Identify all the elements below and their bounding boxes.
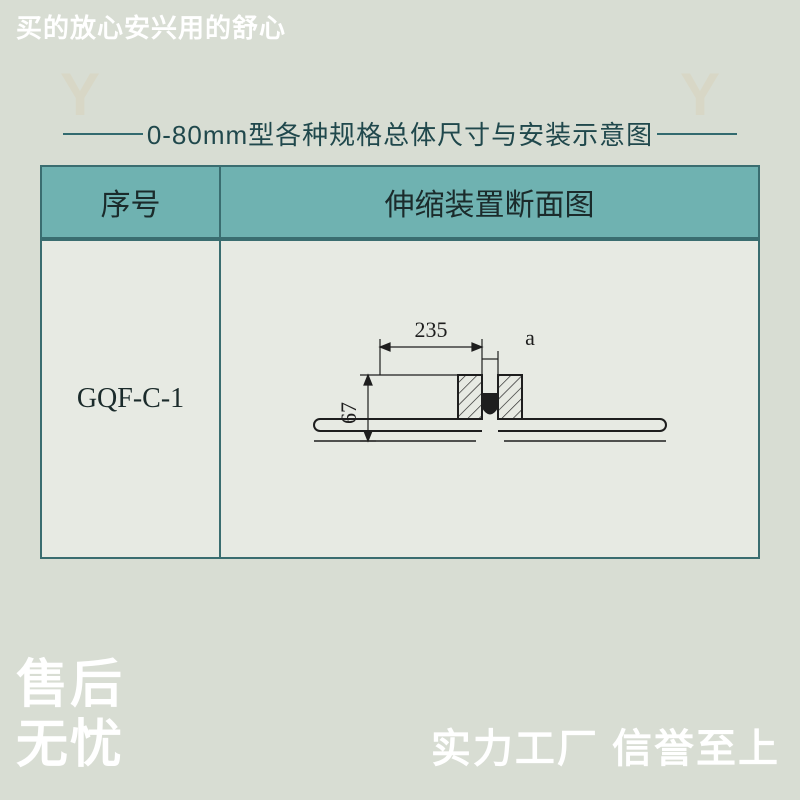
title-rule-left xyxy=(63,133,143,135)
spec-table: 序号 伸缩装置断面图 GQF-C-1 xyxy=(40,165,760,559)
dim-height-label: 67 xyxy=(336,402,361,424)
expansion-joint-diagram: 235 a 67 xyxy=(280,289,700,509)
dim-gap-label: a xyxy=(525,325,535,350)
right-steel-profile xyxy=(498,375,522,431)
dim-width xyxy=(380,339,482,375)
title-row: 0-80mm型各种规格总体尺寸与安装示意图 xyxy=(50,115,750,152)
title-rule-right xyxy=(657,133,737,135)
bottom-right-caption: 实力工厂 信誉至上 xyxy=(431,716,780,774)
th-diagram: 伸缩装置断面图 xyxy=(220,165,760,239)
bottom-left-line1: 售后 xyxy=(16,656,124,716)
dim-gap xyxy=(482,351,498,375)
left-steel-profile xyxy=(458,375,482,431)
page-title: 0-80mm型各种规格总体尺寸与安装示意图 xyxy=(143,115,657,152)
table-header-row: 序号 伸缩装置断面图 xyxy=(40,165,760,239)
top-slogan: 买的放心安兴用的舒心 xyxy=(16,8,286,45)
right-anchor-bar xyxy=(510,419,666,431)
dim-width-label: 235 xyxy=(414,317,447,342)
row-id: GQF-C-1 xyxy=(40,239,220,559)
rubber-seal xyxy=(482,393,498,414)
bottom-left-line2: 无忧 xyxy=(16,716,124,776)
table-row: GQF-C-1 xyxy=(40,239,760,559)
bottom-left-caption: 售后 无忧 xyxy=(16,656,124,776)
row-diagram-cell: 235 a 67 xyxy=(220,239,760,559)
th-index: 序号 xyxy=(40,165,220,239)
page: Y Y Y Y 买的放心安兴用的舒心 0-80mm型各种规格总体尺寸与安装示意图… xyxy=(0,0,800,800)
